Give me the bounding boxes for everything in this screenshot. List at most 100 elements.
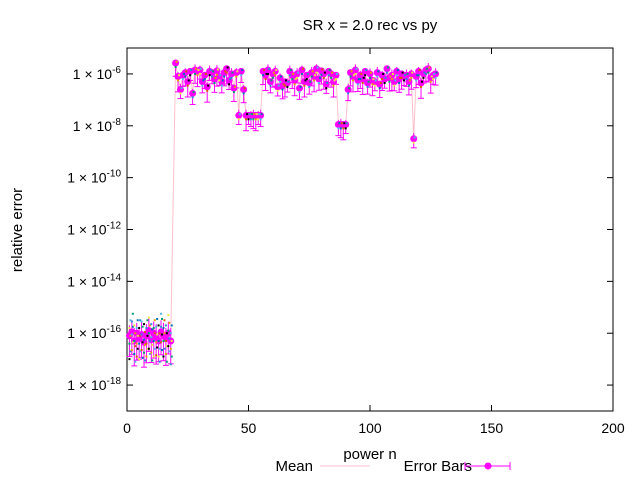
sample-point [372,78,375,81]
x-tick-label: 0 [123,420,131,436]
sample-point [182,72,185,75]
y-tick-label: 1 × 10-8 [73,117,122,134]
sample-point [348,87,351,90]
sample-point [201,84,204,87]
sample-point [269,84,272,87]
sample-point [229,78,232,81]
sample-point [207,84,210,87]
sample-point [148,324,151,327]
sample-point [260,113,263,116]
sample-point [128,342,131,345]
chart-title: SR x = 2.0 rec vs py [303,17,438,34]
error-bar-marker [235,111,243,119]
sample-point [255,113,258,116]
sample-point [130,333,133,336]
sample-point [310,75,313,78]
sample-point [133,324,136,327]
sample-point [184,75,187,78]
x-axis-label: power n [343,446,396,463]
sample-point [204,72,207,75]
sample-point [179,92,182,95]
sample-point [257,118,260,121]
x-tick-label: 50 [241,420,257,436]
sample-point [213,82,216,85]
sample-point [430,75,433,78]
sample-point [141,356,144,359]
sample-point [391,72,394,75]
sample-point [131,312,134,315]
sample-point [155,325,158,328]
sample-point [135,327,138,330]
sample-point [141,341,144,344]
sample-point [298,91,301,94]
sample-point [259,118,262,121]
sample-point [253,113,256,116]
sample-point [407,84,410,87]
sample-point [233,85,236,88]
sample-point [215,73,218,76]
sample-point [131,325,134,328]
sample-point [401,71,404,74]
sample-point [212,70,215,73]
sample-point [145,342,148,345]
sample-point [262,74,265,77]
sample-point [338,122,341,125]
error-bar-marker [176,85,184,93]
sample-point [216,68,219,71]
sample-point [196,74,199,77]
sample-point [360,72,363,75]
sample-point [152,327,155,330]
error-bar-marker [189,89,197,97]
sample-point [429,80,432,83]
sample-point [236,70,239,73]
sample-point [361,82,364,85]
sample-point [334,78,337,81]
mean-line [128,62,436,344]
sample-point [265,72,268,75]
sample-point [192,91,195,94]
y-axis-label: relative error [9,188,26,272]
sample-point [158,347,161,350]
sample-point [376,75,379,78]
sample-point [412,141,415,144]
sample-point [146,319,149,322]
sample-point [146,347,149,350]
sample-point [151,328,154,331]
legend-errorbars-label: Error Bars [404,458,472,475]
sample-point [180,87,183,90]
sample-point [418,69,421,72]
sample-point [403,79,406,82]
sample-point [381,78,384,81]
sample-point [292,72,295,75]
sample-point [141,325,144,328]
sample-point [283,84,286,87]
error-bar-marker [164,329,172,337]
sample-point [156,346,159,349]
sample-point [435,71,438,74]
sample-point [287,80,290,83]
sample-point [281,88,284,91]
sample-point [163,347,166,350]
sample-point [321,68,324,71]
sample-point [165,332,168,335]
sample-point [288,74,291,77]
sample-point [245,118,248,121]
sample-point [314,74,317,77]
sample-point [322,76,325,79]
sample-point [411,71,414,74]
sample-point [369,76,371,79]
sample-point [175,60,178,63]
sample-point [148,352,151,355]
sample-point [136,319,139,322]
sample-point [139,350,142,353]
sample-point [163,319,166,322]
y-tick-label: 1 × 10-12 [67,221,121,238]
sample-point [396,69,399,72]
sample-point [162,327,165,330]
sample-point [138,342,141,345]
sample-point [266,72,269,75]
sample-point [218,79,221,82]
sample-point [370,71,372,74]
error-bar-marker [271,67,279,75]
sample-point [395,74,398,77]
